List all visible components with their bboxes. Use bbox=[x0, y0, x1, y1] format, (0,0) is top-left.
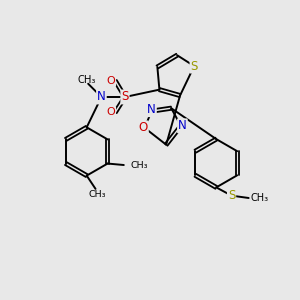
Text: CH₃: CH₃ bbox=[88, 190, 106, 199]
Text: CH₃: CH₃ bbox=[130, 160, 148, 169]
Text: O: O bbox=[106, 107, 115, 117]
Text: N: N bbox=[97, 91, 106, 103]
Text: O: O bbox=[106, 76, 115, 86]
Text: S: S bbox=[228, 189, 235, 202]
Text: CH₃: CH₃ bbox=[77, 75, 96, 85]
Text: N: N bbox=[178, 119, 187, 132]
Text: O: O bbox=[139, 122, 148, 134]
Text: S: S bbox=[121, 91, 129, 103]
Text: CH₃: CH₃ bbox=[250, 193, 268, 203]
Text: N: N bbox=[147, 103, 156, 116]
Text: S: S bbox=[190, 60, 198, 73]
